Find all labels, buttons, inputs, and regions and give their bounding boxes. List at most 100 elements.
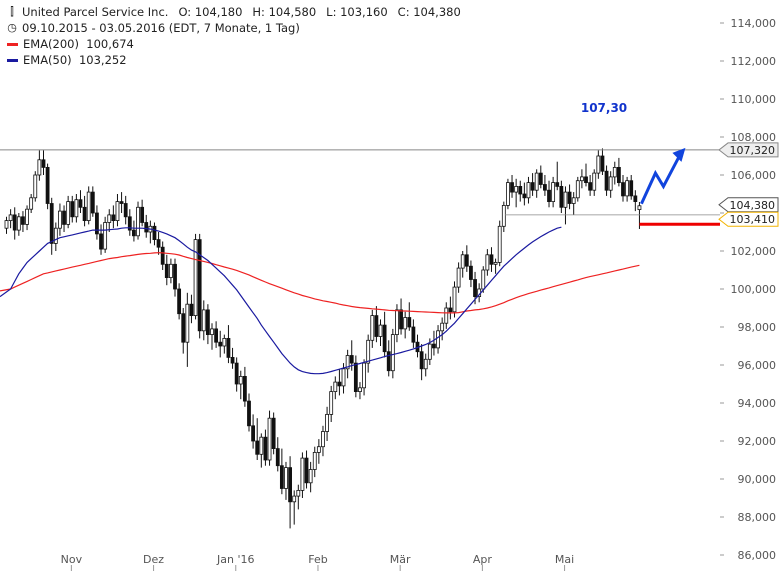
y-tick-label: 114,000 — [731, 17, 777, 30]
candle-body — [526, 182, 531, 199]
candle-body — [596, 155, 601, 174]
candle-body — [518, 185, 523, 195]
last-close-tag: 104,380 — [718, 197, 779, 213]
candle-body — [255, 440, 260, 455]
candle-body — [181, 313, 186, 343]
candle-body — [259, 436, 264, 455]
candle-body — [547, 189, 551, 202]
candle-body — [312, 451, 317, 470]
candle-body — [29, 197, 34, 210]
candle-body — [325, 413, 329, 432]
candle-body — [66, 201, 71, 225]
chart-legend: ⫿ United Parcel Service Inc. O: 104,180 … — [6, 4, 461, 68]
candle-body — [127, 216, 132, 231]
candle-body — [563, 191, 568, 208]
candle-body — [464, 254, 469, 267]
candle-body — [600, 155, 605, 172]
candle-body — [132, 229, 136, 237]
candle-body — [489, 254, 494, 265]
candle-body — [300, 457, 305, 491]
candle-body — [341, 368, 346, 387]
candle-body — [247, 400, 251, 427]
candle-body — [41, 159, 46, 168]
candle-body — [390, 334, 395, 372]
candle-body — [201, 309, 206, 332]
candlestick-icon: ⫿ — [10, 5, 14, 18]
candle-body — [395, 309, 399, 335]
close-label: C: — [397, 5, 410, 19]
candle-body — [382, 324, 387, 353]
candle-body — [12, 214, 17, 231]
candle-body — [571, 197, 576, 204]
ema50-line — [0, 226, 562, 375]
legend-ema200-row: EMA(200) 100,674 — [6, 36, 461, 52]
ema200-line — [0, 252, 640, 314]
candle-body — [633, 195, 638, 202]
high-label: H: — [252, 5, 265, 19]
candle-body — [473, 279, 477, 298]
candle-body — [16, 216, 21, 231]
candle-body — [222, 337, 227, 347]
candle-body — [530, 182, 535, 191]
candle-body — [308, 469, 313, 484]
forecast-arrow — [640, 155, 681, 205]
forecast-arrowhead — [672, 147, 686, 162]
candle-body — [123, 203, 128, 218]
candle-body — [608, 176, 613, 191]
candle-body — [481, 269, 486, 290]
y-axis: 86,000 88,000 90,000 92,000 94,000 96,000 98,0… — [720, 17, 776, 562]
candle-body — [637, 205, 642, 210]
candle-body — [432, 343, 436, 349]
candle-body — [612, 166, 617, 178]
candle-body — [407, 317, 412, 328]
candle-body — [616, 166, 621, 183]
candle-body — [629, 180, 634, 197]
candle-body — [329, 391, 334, 415]
candle-body — [304, 457, 309, 484]
candle-body — [226, 337, 231, 358]
candle-body — [403, 317, 408, 330]
candle-body — [460, 254, 465, 269]
y-tick-label: 112,000 — [731, 55, 777, 68]
candle-body — [448, 307, 453, 313]
candle-body — [621, 182, 625, 197]
candle-body — [358, 387, 362, 392]
candle-body — [25, 208, 29, 225]
x-tick-label: Jan '16 — [216, 553, 254, 566]
x-tick-label: Apr — [473, 553, 493, 566]
candle-body — [288, 467, 292, 503]
candle-body — [543, 184, 547, 191]
candle-body — [238, 375, 243, 385]
candle-body — [45, 166, 50, 204]
candle-body — [95, 212, 99, 235]
candle-body — [33, 174, 38, 199]
instrument-name: United Parcel Service Inc. — [22, 5, 169, 19]
candle-body — [58, 210, 62, 229]
candle-body — [353, 362, 358, 393]
candle-body — [242, 375, 247, 402]
candle-body — [559, 185, 564, 208]
candle-body — [399, 309, 403, 330]
candle-body — [49, 203, 54, 244]
ema200-label: EMA(200) — [23, 37, 79, 51]
candle-body — [115, 201, 120, 222]
candle-body — [144, 222, 149, 233]
candle-body — [444, 307, 449, 324]
candle-body — [333, 381, 338, 393]
candle-body — [234, 362, 239, 385]
y-tick-label: 102,000 — [731, 245, 777, 258]
candle-body — [337, 381, 342, 387]
candle-body — [251, 425, 256, 442]
candle-body — [534, 172, 539, 191]
candle-body — [625, 180, 630, 197]
candle-body — [263, 436, 268, 461]
y-tick-label: 110,000 — [731, 93, 777, 106]
x-axis: Nov Dez Jan '16 Feb Mär Apr Mai — [61, 553, 574, 571]
candle-body — [452, 286, 457, 313]
candle-body — [164, 263, 169, 278]
x-tick-label: Dez — [143, 553, 164, 566]
candle-body — [514, 185, 519, 193]
candle-body — [140, 206, 145, 223]
